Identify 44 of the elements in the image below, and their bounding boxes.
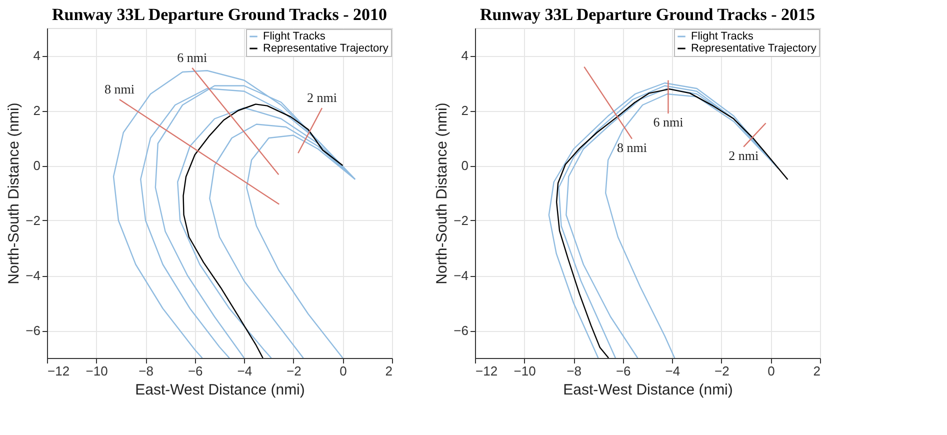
x-tick-label: −4 bbox=[237, 364, 252, 378]
annotation: 2 nmi bbox=[307, 90, 338, 106]
y-tick-label: −4 bbox=[454, 268, 468, 283]
y-tick-label: −4 bbox=[26, 268, 40, 283]
x-tick-label: −10 bbox=[514, 364, 536, 378]
annotation: 8 nmi bbox=[104, 82, 135, 96]
legend-label: Representative Trajectory bbox=[691, 42, 817, 54]
annotation: 6 nmi bbox=[177, 50, 208, 65]
annotation: 2 nmi bbox=[728, 148, 759, 163]
y-tick-label: −2 bbox=[454, 213, 468, 228]
x-tick-label: −2 bbox=[714, 364, 730, 378]
y-tick-label: 0 bbox=[461, 158, 468, 173]
x-tick-label: −6 bbox=[616, 364, 631, 378]
x-tick-label: −4 bbox=[665, 364, 680, 378]
x-tick-label: −10 bbox=[86, 364, 108, 378]
x-tick-label: 0 bbox=[340, 364, 347, 378]
annotation: 6 nmi bbox=[653, 114, 684, 130]
x-tick-label: −12 bbox=[476, 364, 498, 378]
y-tick-label: −6 bbox=[454, 323, 468, 338]
x-axis-title: East-West Distance (nmi) bbox=[563, 382, 733, 398]
x-tick-label: −8 bbox=[566, 364, 582, 378]
y-tick-label: 2 bbox=[461, 103, 468, 118]
legend-label: Representative Trajectory bbox=[263, 42, 389, 54]
y-tick-label: 4 bbox=[33, 48, 40, 63]
y-axis-title: North-South Distance (nmi) bbox=[6, 102, 23, 284]
x-axis-title: East-West Distance (nmi) bbox=[135, 382, 305, 398]
x-tick-label: 2 bbox=[813, 364, 820, 378]
y-tick-label: −2 bbox=[26, 213, 40, 228]
x-tick-label: 2 bbox=[385, 364, 392, 378]
y-tick-label: −6 bbox=[26, 323, 40, 338]
chart-title: Runway 33L Departure Ground Tracks - 2015 bbox=[480, 5, 816, 24]
x-tick-label: −6 bbox=[188, 364, 203, 378]
y-tick-label: 4 bbox=[461, 48, 468, 63]
legend-label: Flight Tracks bbox=[691, 30, 754, 42]
y-axis-title: North-South Distance (nmi) bbox=[434, 102, 451, 284]
x-tick-label: −8 bbox=[138, 364, 154, 378]
x-tick-label: −12 bbox=[48, 364, 70, 378]
x-tick-label: 0 bbox=[768, 364, 775, 378]
y-tick-label: 2 bbox=[33, 103, 40, 118]
y-tick-label: 0 bbox=[33, 158, 40, 173]
x-tick-label: −2 bbox=[286, 364, 302, 378]
legend-label: Flight Tracks bbox=[263, 30, 326, 42]
chart-title: Runway 33L Departure Ground Tracks - 2010 bbox=[52, 5, 388, 24]
annotation: 8 nmi bbox=[616, 140, 648, 155]
